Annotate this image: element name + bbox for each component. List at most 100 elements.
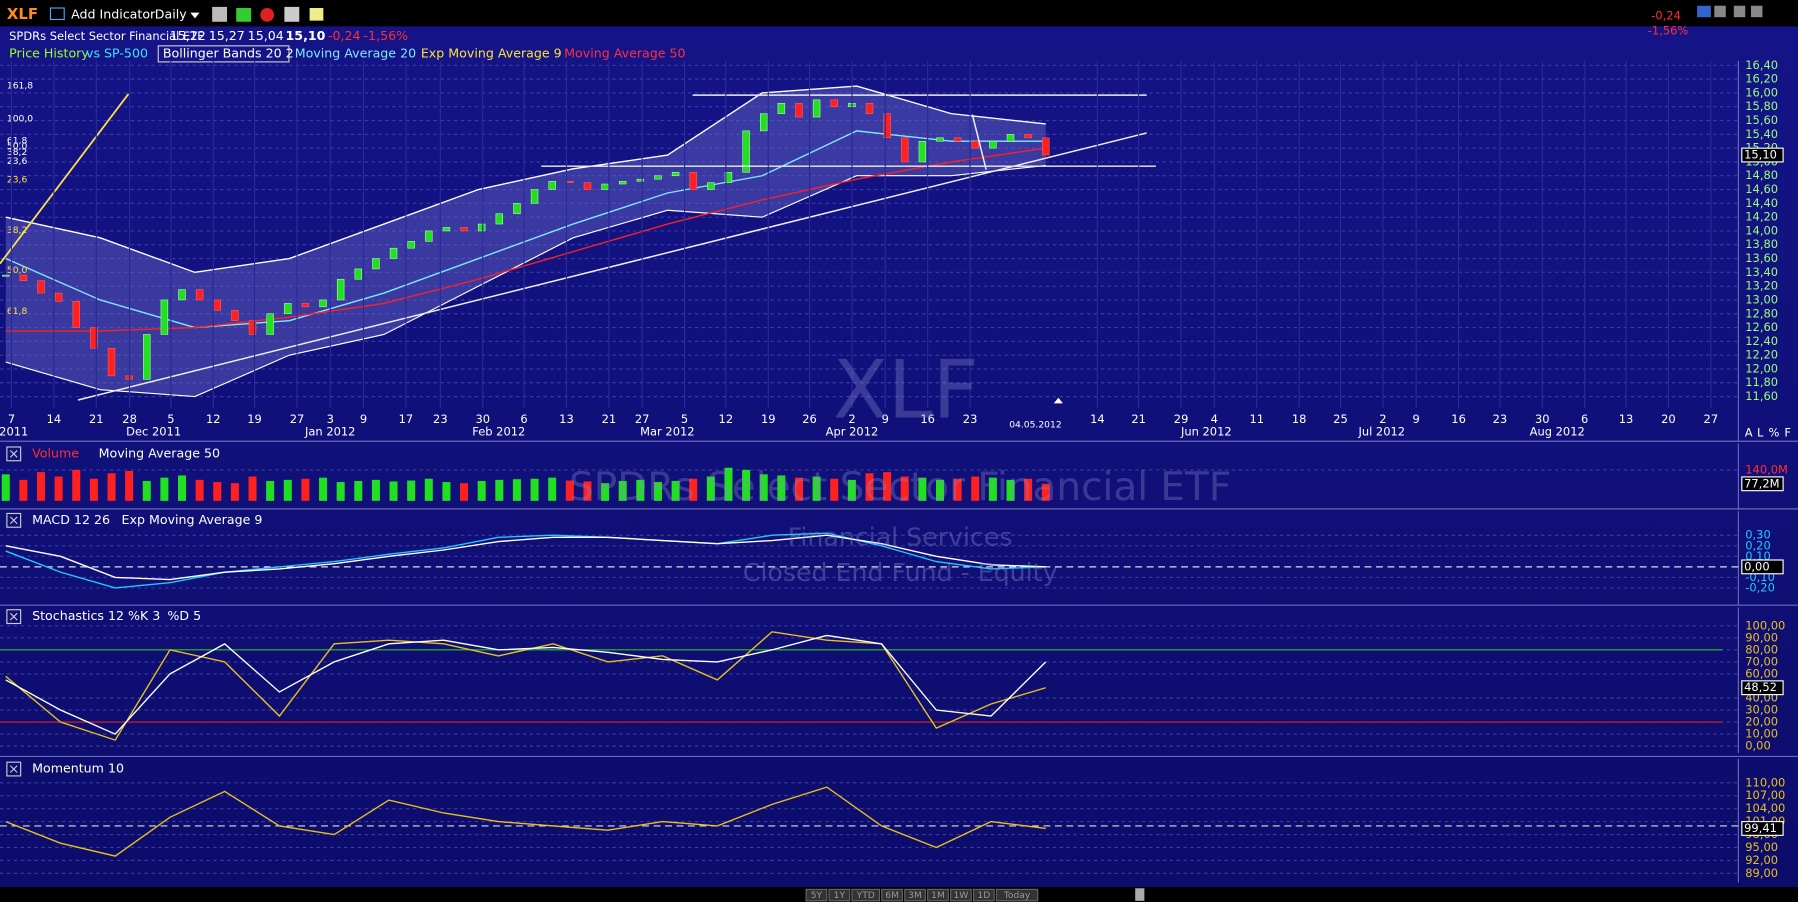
y-tick-label: 30,00 — [1745, 703, 1778, 717]
interval[interactable]: Daily — [155, 6, 187, 21]
candle — [901, 137, 909, 163]
close-button[interactable] — [6, 609, 22, 625]
plot-area: 16,4016,2016,0015,8015,6015,4015,2015,00… — [0, 28, 1798, 902]
range-button[interactable]: 6M — [885, 890, 899, 901]
indicator-line — [5, 634, 1047, 735]
scale-button[interactable]: L — [1757, 426, 1764, 440]
dropdown[interactable] — [190, 12, 200, 19]
range-button-bg[interactable] — [972, 888, 995, 902]
indicator-line — [5, 534, 1046, 581]
legend-box[interactable] — [157, 45, 290, 63]
candle — [989, 140, 997, 149]
close-icon[interactable] — [9, 450, 18, 458]
x-tick-label: 18 — [1292, 412, 1307, 426]
y-tick-label: 13,40 — [1745, 265, 1778, 279]
range-button[interactable]: 5Y — [811, 890, 823, 901]
volume-bar — [953, 478, 962, 501]
candle — [601, 183, 609, 190]
range-button-bg[interactable] — [904, 888, 926, 902]
tool-icons[interactable] — [212, 6, 324, 22]
volume-bar — [883, 472, 892, 501]
indicator-line — [5, 631, 1046, 741]
legend-item[interactable]: Stochastics 12 %K 3 — [32, 608, 160, 623]
legend-item[interactable]: Price History — [9, 45, 89, 60]
indicator-icon[interactable] — [49, 7, 65, 21]
legend-item[interactable]: Bollinger Bands 20 2 — [163, 45, 294, 60]
y-tick-label: 95,00 — [1745, 840, 1778, 854]
range-button-bg[interactable] — [950, 888, 972, 902]
scale-button[interactable]: % — [1768, 426, 1779, 440]
x-tick-label: 12 — [719, 412, 734, 426]
volume-bar — [847, 479, 856, 501]
instrument-name: SPDRs Select Sector Financial ETF — [9, 29, 204, 43]
range-button[interactable]: YTD — [856, 890, 875, 901]
fibonacci-label: 161,8 — [7, 80, 33, 91]
candle — [231, 310, 239, 321]
range-button-bg[interactable] — [995, 888, 1039, 902]
range-button-bg[interactable] — [927, 888, 949, 902]
legend-item[interactable]: Moving Average 50 — [564, 45, 685, 60]
volume-bar — [266, 480, 275, 501]
candle — [72, 301, 80, 328]
x-tick-label: 27 — [1704, 412, 1719, 426]
volume-bar — [671, 480, 680, 501]
quote-value: -0,24 — [328, 28, 361, 43]
legend-item[interactable]: %D 5 — [167, 608, 201, 623]
legend-item[interactable]: Moving Average 20 — [295, 45, 416, 60]
close-icon[interactable] — [9, 612, 18, 621]
y-tick-label: 13,80 — [1745, 237, 1778, 251]
volume-bar — [865, 473, 874, 501]
candle — [795, 102, 803, 118]
scale-button[interactable]: A — [1745, 426, 1753, 440]
close-icon[interactable] — [9, 516, 18, 525]
candle — [760, 113, 768, 132]
legend-item[interactable]: MACD 12 26 — [32, 512, 110, 527]
close-button[interactable] — [6, 512, 22, 528]
y-tick-label: 140,0M — [1745, 462, 1788, 476]
close-icon[interactable] — [9, 765, 18, 773]
range-button[interactable]: 1M — [931, 890, 945, 901]
range-button-bg[interactable] — [828, 888, 851, 902]
y-tick-label: 0,20 — [1745, 538, 1771, 552]
close-button[interactable] — [6, 446, 22, 462]
current-value-box — [1741, 821, 1784, 836]
range-button[interactable]: 1Y — [834, 890, 846, 901]
volume-bar — [653, 482, 662, 501]
candle — [618, 180, 627, 185]
range-button-bg[interactable] — [881, 888, 904, 902]
window-buttons[interactable] — [1697, 5, 1763, 18]
close-button[interactable] — [6, 761, 22, 777]
legend-item[interactable]: Moving Average 50 — [99, 445, 220, 460]
volume-bar — [1006, 479, 1015, 501]
x-tick-label: 23 — [1493, 412, 1508, 426]
candle — [301, 303, 310, 308]
range-button[interactable]: 1D — [977, 890, 990, 901]
legend-item[interactable]: Exp Moving Average 9 — [421, 45, 562, 60]
range-button[interactable]: 3M — [908, 890, 922, 901]
scale-button[interactable]: F — [1784, 426, 1791, 440]
scroll-handle[interactable] — [1135, 888, 1145, 901]
x-month-label: Jul 2012 — [1357, 425, 1405, 439]
volume-bar — [442, 482, 451, 501]
legend-item[interactable]: Exp Moving Average 9 — [122, 512, 263, 527]
legend-item[interactable]: vs SP-500 — [86, 45, 148, 60]
symbol[interactable]: XLF — [7, 5, 38, 23]
legend-item[interactable]: Momentum 10 — [32, 761, 124, 776]
x-month-label: Jan 2012 — [304, 425, 355, 439]
range-button[interactable]: Today — [1003, 890, 1031, 901]
add-indicator[interactable]: Add Indicator — [71, 6, 156, 21]
candle — [213, 299, 221, 311]
candle — [654, 175, 662, 180]
y-tick-label: 11,80 — [1745, 375, 1778, 389]
range-button-bg[interactable] — [805, 888, 828, 902]
legend-item[interactable]: Volume — [32, 445, 79, 460]
fibonacci-label: 38,2 — [7, 225, 27, 236]
x-tick-label: 3 — [327, 412, 334, 426]
volume-bar — [689, 478, 698, 501]
volume-bar — [706, 476, 715, 501]
volume-bar — [724, 467, 733, 501]
range-button-bg[interactable] — [851, 888, 881, 902]
range-button[interactable]: 1W — [953, 890, 968, 901]
